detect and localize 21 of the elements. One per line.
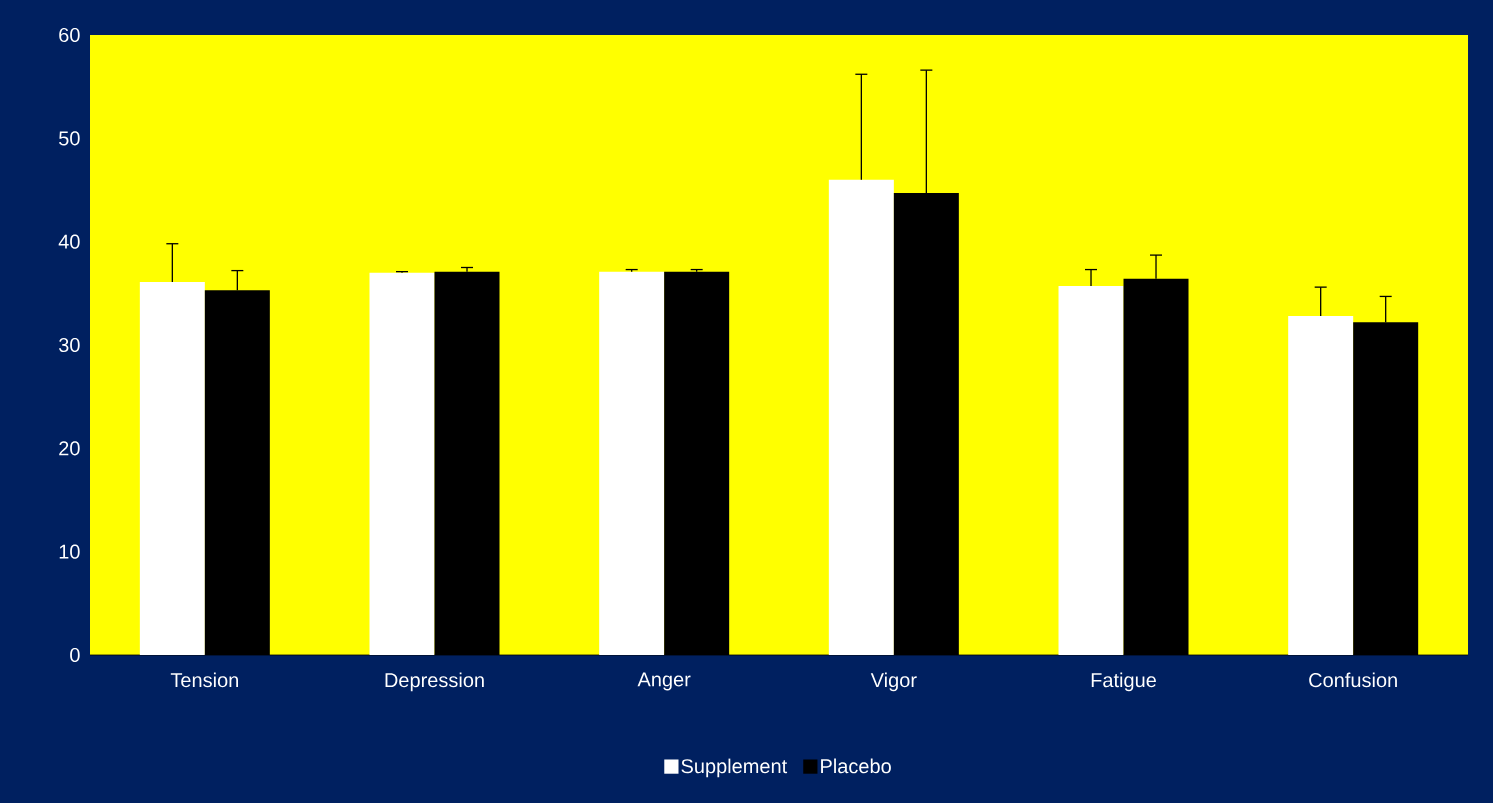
y-tick-label: 40: [58, 234, 80, 249]
y-tick-label: 30: [58, 337, 80, 353]
x-tick-label: Fatigue: [1091, 672, 1156, 692]
bar: [599, 271, 665, 655]
x-tick-label: Vigor: [870, 672, 917, 692]
x-tick-label: Confusion: [1309, 672, 1397, 688]
legend-label: Supplement: [681, 758, 788, 778]
bar: [1058, 286, 1124, 655]
y-tick-label: 50: [59, 131, 80, 146]
y-tick-label: 20: [59, 441, 80, 456]
bar: [1288, 316, 1354, 655]
legend-label: Placebo: [821, 758, 891, 774]
bar: [139, 281, 205, 655]
y-tick-label: 10: [59, 544, 80, 559]
x-tick-label: Depression: [385, 672, 484, 692]
bar: [828, 179, 894, 655]
x-tick-label: Anger: [637, 672, 691, 691]
y-tick-label: 60: [59, 27, 80, 43]
bar: [369, 272, 435, 655]
y-tick-label: 0: [70, 647, 80, 663]
x-tick-label: Tension: [170, 672, 239, 688]
